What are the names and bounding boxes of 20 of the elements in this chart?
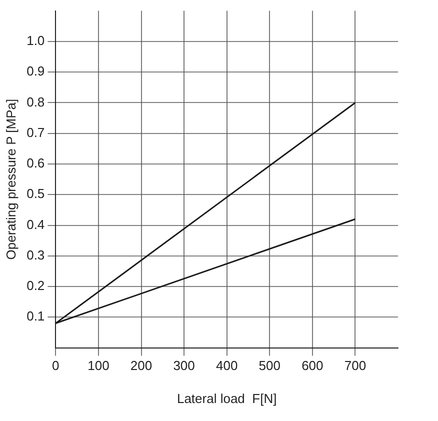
- y-tick-label: 0.2: [26, 278, 45, 294]
- y-tick-label: 1.0: [26, 33, 45, 48]
- y-tick-label: 0.5: [26, 186, 45, 202]
- y-tick-label: 0.8: [26, 94, 45, 110]
- y-tick-label: 0.6: [26, 156, 45, 171]
- x-tick-label: 200: [130, 358, 152, 374]
- x-axis-title: Lateral load F[N]: [176, 390, 277, 406]
- y-tick-label: 0.4: [26, 216, 45, 232]
- x-tick-label: 400: [216, 358, 238, 374]
- y-axis-title: Operating pressure P [MPa]: [3, 98, 18, 260]
- y-tick-label: 0.1: [26, 308, 45, 324]
- x-tick-label: 100: [88, 358, 110, 374]
- y-tick-label: 0.9: [26, 64, 45, 79]
- x-tick-label: 600: [302, 358, 324, 374]
- x-tick-label: 700: [344, 358, 366, 374]
- y-tick-label: 0.7: [26, 124, 45, 140]
- y-tick-label: 0.3: [26, 247, 45, 262]
- x-tick-label: 500: [258, 358, 280, 374]
- x-tick-label: 0: [52, 358, 60, 374]
- x-tick-label: 300: [173, 358, 195, 374]
